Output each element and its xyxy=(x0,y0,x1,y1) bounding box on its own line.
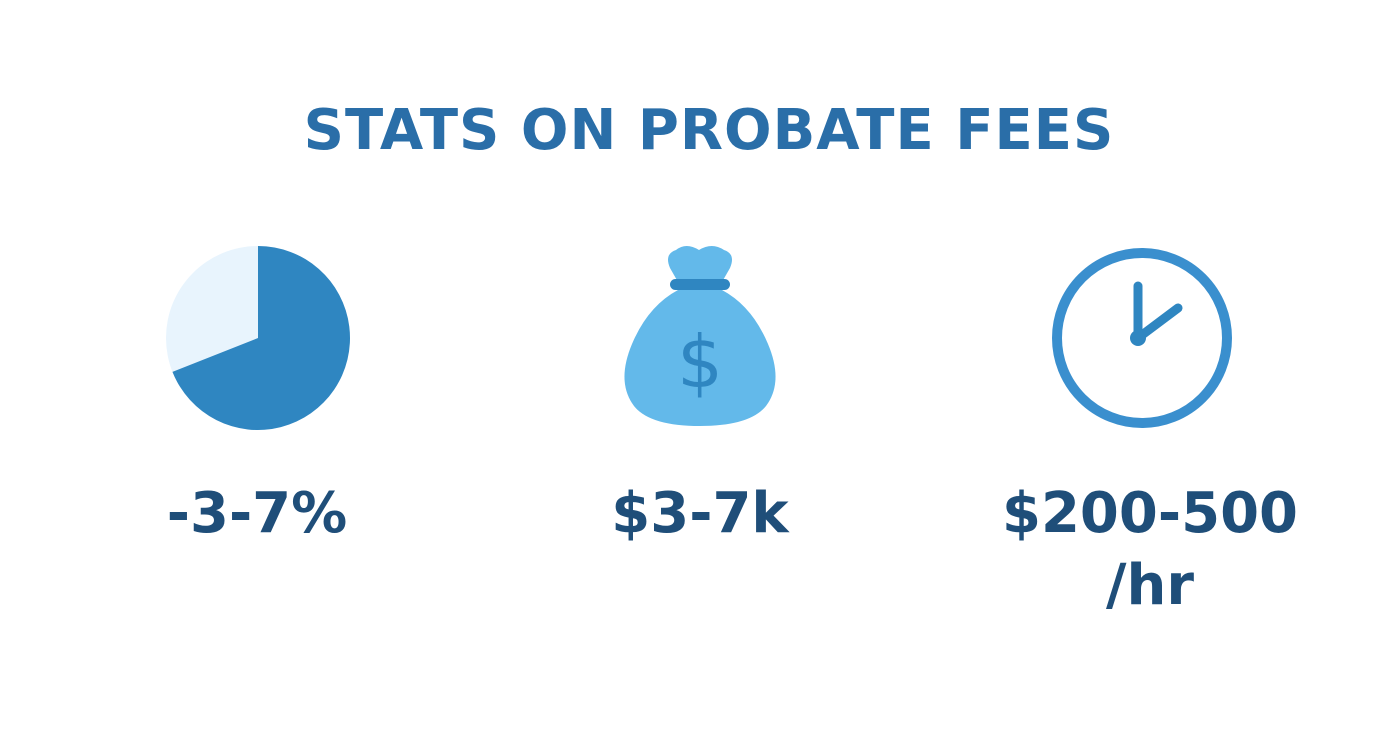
pie-chart-icon xyxy=(166,246,350,430)
clock-minute-hand xyxy=(1133,303,1183,343)
stat-line: -3-7% xyxy=(166,481,348,546)
dollar-symbol: $ xyxy=(677,320,723,404)
stat-value-flat-fee: $3-7k xyxy=(540,478,860,550)
money-bag-body xyxy=(624,290,776,426)
money-bag-band xyxy=(670,279,730,290)
money-bag-knot xyxy=(668,246,732,282)
page-title: STATS ON PROBATE FEES xyxy=(303,98,1115,163)
stat-value-hourly-rate: $200-500 /hr xyxy=(990,478,1310,622)
clock-face xyxy=(1052,248,1232,428)
stat-line: $200-500 xyxy=(1002,481,1298,546)
pie-slice xyxy=(172,246,350,430)
stat-line: /hr xyxy=(1106,553,1194,618)
clock-center xyxy=(1130,330,1146,346)
stat-value-percentage: -3-7% xyxy=(97,478,417,550)
money-bag-icon: $ xyxy=(624,246,776,426)
clock-icon xyxy=(1052,248,1232,428)
stat-line: $3-7k xyxy=(611,481,789,546)
